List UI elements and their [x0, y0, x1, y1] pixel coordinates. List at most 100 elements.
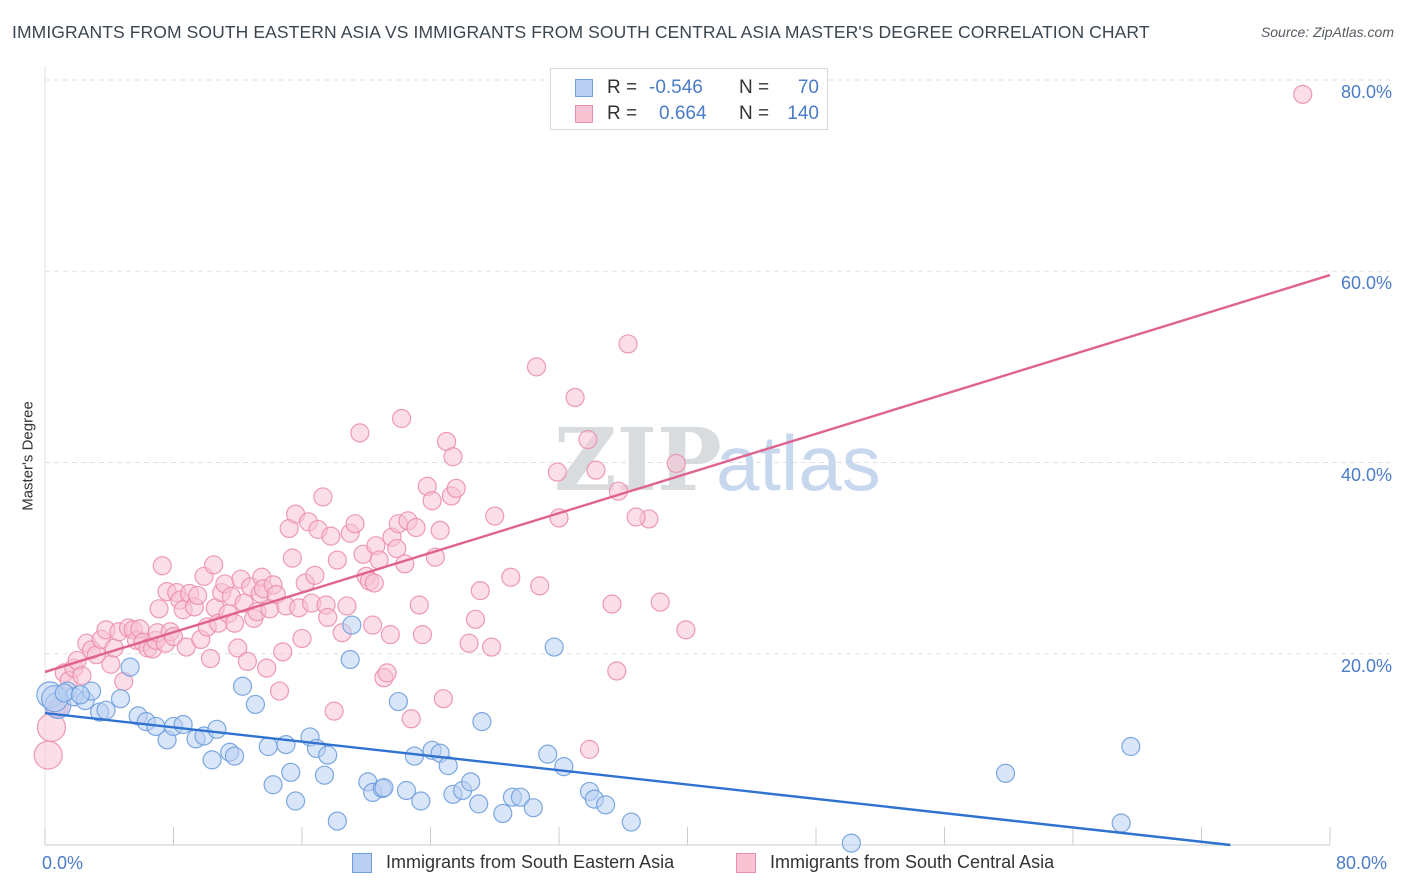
blue-point — [263, 775, 283, 795]
pink-point — [465, 609, 486, 629]
pink-point — [327, 550, 347, 570]
pink-point — [224, 613, 245, 633]
legend-n-value: 140 — [787, 103, 819, 124]
pink-point — [409, 595, 429, 615]
blue-trend-line — [44, 711, 1231, 847]
blue-point — [396, 780, 417, 801]
pink-point — [443, 447, 463, 467]
blue-point — [314, 765, 335, 785]
blue-point — [841, 833, 861, 853]
pink-point — [380, 625, 400, 645]
blue-point — [510, 787, 531, 807]
legend-swatch-pink — [575, 105, 593, 123]
pink-point — [350, 423, 370, 443]
pink-point — [364, 573, 384, 593]
pink-point — [273, 642, 293, 662]
pink-point — [321, 526, 341, 546]
pink-point — [430, 520, 450, 540]
pink-point — [377, 663, 397, 683]
y-tick-label-20: 20.0% — [1340, 655, 1392, 676]
blue-point — [538, 744, 558, 764]
blue-point — [70, 685, 90, 705]
pink-point — [204, 555, 224, 575]
blue-point — [554, 756, 574, 777]
series-pink-points — [33, 84, 1313, 770]
stats-legend-row-pink: R = 0.664 N = 140 — [575, 101, 819, 127]
pink-point — [526, 357, 547, 377]
blue-point — [469, 794, 489, 814]
pink-point — [481, 637, 502, 657]
blue-point — [342, 615, 362, 635]
pink-point — [433, 689, 453, 709]
blue-point — [411, 791, 431, 811]
legend-r-value: -0.546 — [649, 77, 703, 98]
blue-point — [245, 694, 266, 715]
pink-point — [387, 538, 407, 559]
pink-point — [618, 334, 638, 354]
blue-point — [1121, 736, 1141, 757]
stats-legend: R = -0.546 N = 70 R = 0.664 N = 140 — [550, 68, 828, 130]
pink-point — [446, 478, 466, 498]
pink-point — [565, 387, 585, 408]
pink-point — [579, 739, 600, 759]
series-legend-pink: Immigrants from South Central Asia — [736, 852, 1054, 873]
blue-point — [54, 683, 74, 703]
blue-point — [120, 657, 140, 677]
pink-point — [318, 607, 338, 628]
blue-point — [285, 791, 306, 811]
pink-point — [607, 661, 627, 681]
blue-point — [232, 676, 253, 696]
blue-point — [621, 812, 641, 832]
legend-n-label: N = — [739, 77, 770, 98]
pink-point — [228, 638, 248, 658]
legend-r-label: R = — [607, 103, 638, 124]
legend-r-value: 0.664 — [659, 103, 707, 124]
pink-point — [586, 460, 606, 480]
y-tick-label-60: 60.0% — [1340, 273, 1392, 294]
blue-point — [995, 763, 1016, 783]
blue-point — [202, 750, 222, 770]
pink-point — [391, 408, 412, 429]
blue-point — [173, 714, 193, 735]
blue-point — [544, 637, 564, 657]
y-axis-title: Master's Degree — [19, 401, 37, 511]
pink-point — [1293, 84, 1313, 104]
pink-point — [406, 517, 426, 538]
pink-point — [305, 565, 325, 585]
x-tick-label-min: 0.0% — [42, 853, 84, 873]
blue-point — [224, 746, 245, 766]
pink-point — [626, 507, 646, 527]
blue-point — [207, 719, 227, 739]
blue-point — [461, 772, 481, 792]
trend-lines — [44, 273, 1331, 847]
blue-point — [281, 762, 301, 782]
pink-point — [422, 491, 442, 511]
blue-point — [374, 778, 394, 798]
series-legend-swatch-blue — [352, 852, 372, 873]
watermark-zip: ZIP — [554, 410, 722, 511]
pink-point — [401, 709, 421, 729]
blue-point — [438, 756, 458, 776]
pink-point — [324, 701, 344, 721]
pink-point — [547, 462, 567, 482]
pink-point — [412, 625, 433, 645]
x-axis — [44, 827, 1331, 846]
series-legend-blue: Immigrants from South Eastern Asia — [352, 852, 674, 873]
pink-point — [676, 620, 696, 640]
legend-r-label: R = — [607, 77, 638, 98]
legend-swatch-blue — [575, 79, 593, 97]
pink-point — [257, 658, 277, 678]
blue-point — [327, 811, 347, 831]
blue-point — [493, 803, 513, 824]
pink-point — [530, 576, 550, 596]
source-label: Source: ZipAtlas.com — [1260, 24, 1394, 40]
blue-point — [340, 649, 360, 670]
pink-point — [282, 548, 302, 568]
pink-point — [459, 633, 479, 653]
pink-point — [149, 599, 169, 619]
pink-point — [578, 429, 598, 450]
blue-point — [1111, 813, 1131, 833]
y-tick-label-80: 80.0% — [1340, 82, 1392, 102]
blue-point — [96, 700, 116, 720]
